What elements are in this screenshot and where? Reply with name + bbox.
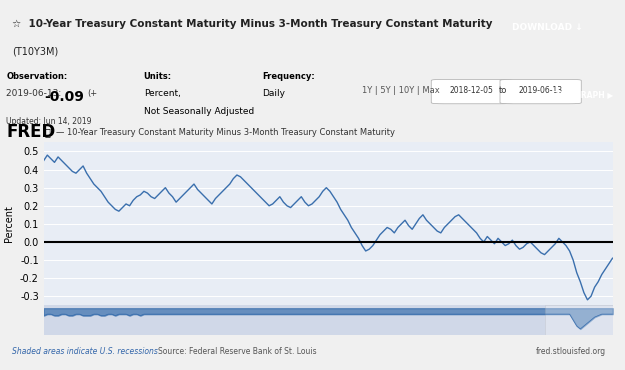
Text: 2018-12-05: 2018-12-05 (450, 86, 494, 95)
Text: 2019-06-13:: 2019-06-13: (6, 89, 64, 98)
Text: Frequency:: Frequency: (262, 72, 315, 81)
Text: Not Seasonally Adjusted: Not Seasonally Adjusted (144, 107, 254, 115)
Text: (+: (+ (88, 89, 98, 98)
FancyBboxPatch shape (431, 79, 512, 104)
Text: 2019-06-13: 2019-06-13 (519, 86, 562, 95)
Y-axis label: Percent: Percent (4, 205, 14, 242)
Text: Units:: Units: (144, 72, 172, 81)
Text: 📈: 📈 (45, 127, 51, 137)
FancyBboxPatch shape (500, 79, 581, 104)
Bar (544, 305, 612, 335)
Text: ☆  10-Year Treasury Constant Maturity Minus 3-Month Treasury Constant Maturity: ☆ 10-Year Treasury Constant Maturity Min… (12, 18, 493, 28)
Text: DOWNLOAD ↓: DOWNLOAD ↓ (511, 23, 582, 32)
Text: Percent,: Percent, (144, 89, 181, 98)
Text: 1Y | 5Y | 10Y | Max: 1Y | 5Y | 10Y | Max (362, 86, 440, 95)
Text: Shaded areas indicate U.S. recessions: Shaded areas indicate U.S. recessions (12, 347, 158, 356)
Text: to: to (499, 86, 508, 95)
Text: Source: Federal Reserve Bank of St. Louis: Source: Federal Reserve Bank of St. Loui… (158, 347, 317, 356)
Text: -0.09: -0.09 (44, 90, 84, 104)
Text: (T10Y3M): (T10Y3M) (12, 47, 59, 57)
Text: Observation:: Observation: (6, 72, 68, 81)
Text: — 10-Year Treasury Constant Maturity Minus 3-Month Treasury Constant Maturity: — 10-Year Treasury Constant Maturity Min… (56, 128, 395, 137)
Text: Daily: Daily (262, 89, 286, 98)
Text: fred.stlouisfed.org: fred.stlouisfed.org (536, 347, 606, 356)
Text: Updated: Jun 14, 2019: Updated: Jun 14, 2019 (6, 117, 92, 125)
Text: EDIT GRAPH ▶: EDIT GRAPH ▶ (552, 90, 614, 99)
Text: FRED: FRED (6, 123, 56, 141)
